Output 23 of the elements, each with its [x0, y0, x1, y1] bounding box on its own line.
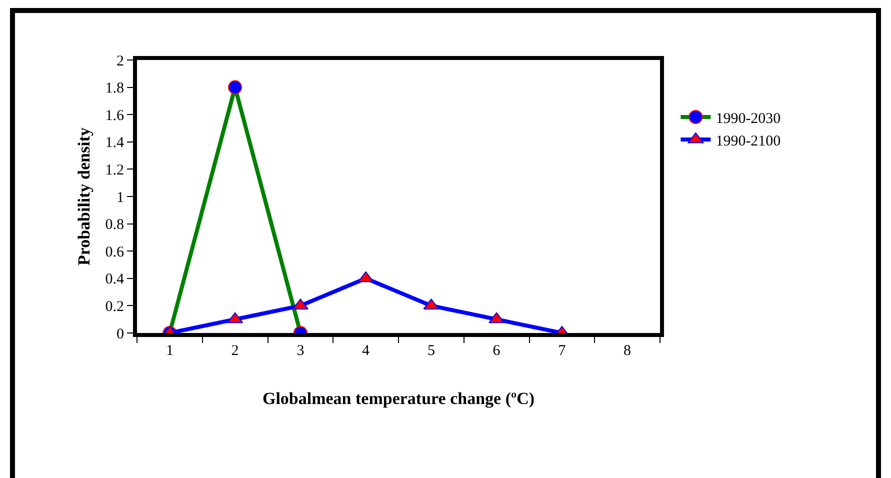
y-tick-label: 0.8 [105, 217, 124, 234]
y-tick-label: 1.8 [105, 80, 124, 97]
x-tick-label: 7 [558, 343, 566, 359]
y-tick-label: 0.6 [105, 244, 124, 260]
legend-label: 1990-2030 [716, 110, 781, 127]
y-tick-label: 0.4 [105, 272, 124, 288]
legend-label: 1990-2100 [716, 133, 781, 150]
x-tick-label: 3 [296, 343, 304, 359]
y-tick-label: 1.6 [105, 108, 124, 124]
y-tick-label: 1.4 [105, 135, 124, 152]
x-tick-label: 6 [492, 343, 501, 359]
y-axis-title: Probability density [74, 126, 94, 266]
y-tick-label: 0.2 [105, 298, 124, 315]
y-tick-label: 1.2 [105, 162, 124, 178]
x-tick-label: 2 [231, 343, 239, 359]
x-tick-label: 1 [166, 343, 174, 359]
x-axis-title: Globalmean temperature change (ºC) [262, 388, 535, 408]
y-tick-label: 0 [116, 326, 124, 342]
x-tick-label: 5 [427, 343, 435, 359]
y-tick-label: 2 [116, 53, 124, 70]
y-tick-label: 1 [116, 190, 124, 206]
x-tick-label: 4 [362, 343, 370, 359]
x-tick-label: 8 [624, 343, 632, 359]
